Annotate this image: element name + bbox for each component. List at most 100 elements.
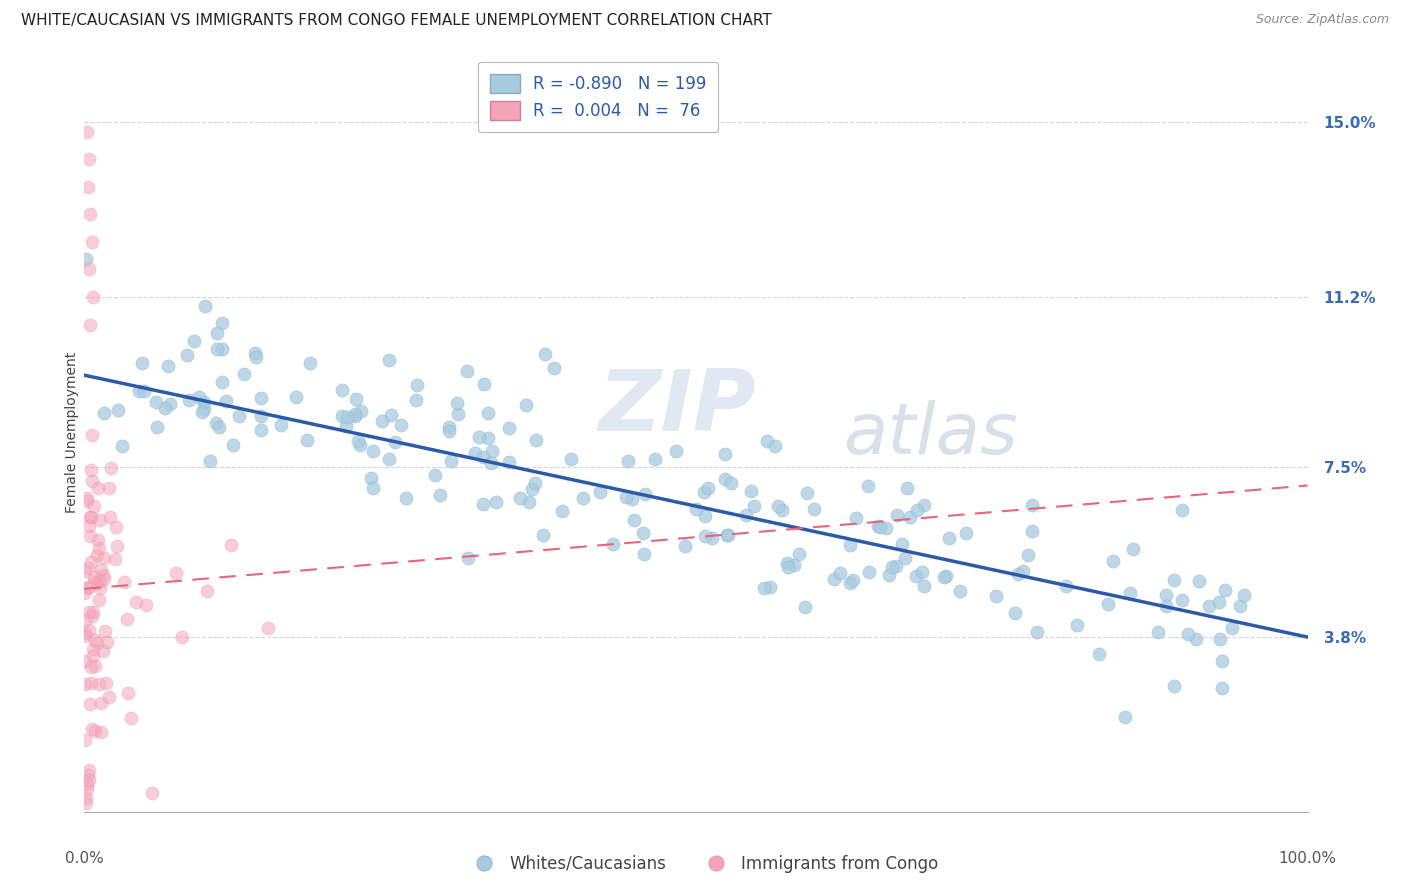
Text: WHITE/CAUCASIAN VS IMMIGRANTS FROM CONGO FEMALE UNEMPLOYMENT CORRELATION CHART: WHITE/CAUCASIAN VS IMMIGRANTS FROM CONGO…: [21, 13, 772, 29]
Point: [335, 419, 357, 434]
Point: [894, 551, 917, 566]
Point: [117, 686, 139, 700]
Point: [77, 262, 100, 277]
Point: [588, 484, 610, 499]
Point: [89, 513, 111, 527]
Point: [295, 433, 318, 447]
Point: [485, 495, 508, 509]
Point: [176, 348, 198, 362]
Point: [77, 561, 100, 575]
Point: [456, 364, 478, 378]
Point: [82, 642, 104, 657]
Point: [911, 565, 934, 579]
Point: [685, 502, 707, 516]
Point: [742, 499, 765, 513]
Point: [77, 764, 100, 778]
Point: [270, 417, 292, 432]
Point: [77, 580, 100, 594]
Point: [740, 484, 762, 499]
Point: [934, 569, 956, 583]
Legend: R = -0.890   N = 199, R =  0.004   N =  76: R = -0.890 N = 199, R = 0.004 N = 76: [478, 62, 718, 132]
Point: [524, 433, 547, 447]
Point: [89, 574, 111, 589]
Point: [94, 676, 117, 690]
Point: [673, 539, 696, 553]
Point: [1163, 680, 1185, 694]
Point: [120, 711, 142, 725]
Point: [695, 509, 717, 524]
Point: [1220, 621, 1243, 635]
Point: [87, 541, 110, 555]
Point: [838, 538, 860, 552]
Point: [886, 508, 908, 522]
Point: [839, 576, 862, 591]
Point: [82, 290, 104, 304]
Point: [298, 356, 321, 370]
Point: [82, 605, 104, 619]
Point: [776, 557, 799, 571]
Y-axis label: Female Unemployment: Female Unemployment: [65, 352, 79, 513]
Point: [344, 407, 367, 421]
Point: [188, 390, 211, 404]
Point: [250, 391, 273, 405]
Point: [794, 599, 817, 614]
Point: [82, 475, 104, 489]
Point: [912, 499, 935, 513]
Point: [73, 613, 96, 627]
Point: [96, 634, 118, 648]
Point: [614, 491, 637, 505]
Point: [759, 580, 782, 594]
Point: [803, 502, 825, 516]
Point: [87, 481, 110, 495]
Point: [83, 723, 105, 738]
Point: [1004, 606, 1026, 620]
Point: [79, 697, 101, 711]
Point: [1087, 647, 1109, 661]
Point: [79, 623, 101, 637]
Point: [457, 550, 479, 565]
Point: [215, 394, 238, 409]
Point: [245, 350, 267, 364]
Point: [194, 299, 217, 313]
Point: [89, 581, 111, 595]
Point: [76, 777, 98, 791]
Point: [86, 548, 108, 562]
Point: [91, 644, 114, 658]
Point: [896, 481, 918, 495]
Point: [523, 476, 546, 491]
Point: [633, 487, 655, 501]
Point: [330, 409, 353, 423]
Point: [83, 570, 105, 584]
Point: [90, 725, 112, 739]
Point: [76, 493, 98, 508]
Point: [193, 395, 215, 409]
Point: [91, 568, 114, 582]
Point: [285, 390, 308, 404]
Point: [845, 510, 868, 524]
Point: [782, 558, 804, 572]
Point: [912, 579, 935, 593]
Point: [82, 649, 104, 664]
Point: [752, 581, 775, 595]
Point: [228, 409, 250, 423]
Point: [468, 430, 491, 444]
Point: [395, 491, 418, 506]
Point: [602, 536, 624, 550]
Point: [79, 318, 101, 332]
Point: [720, 475, 742, 490]
Point: [90, 563, 112, 577]
Point: [93, 550, 115, 565]
Point: [207, 342, 229, 356]
Point: [205, 326, 228, 340]
Point: [86, 636, 108, 650]
Point: [756, 434, 779, 449]
Point: [87, 533, 110, 548]
Point: [90, 696, 112, 710]
Point: [1209, 632, 1232, 646]
Point: [472, 497, 495, 511]
Point: [211, 342, 233, 356]
Point: [145, 395, 167, 409]
Point: [100, 461, 122, 475]
Point: [551, 504, 574, 518]
Point: [208, 419, 231, 434]
